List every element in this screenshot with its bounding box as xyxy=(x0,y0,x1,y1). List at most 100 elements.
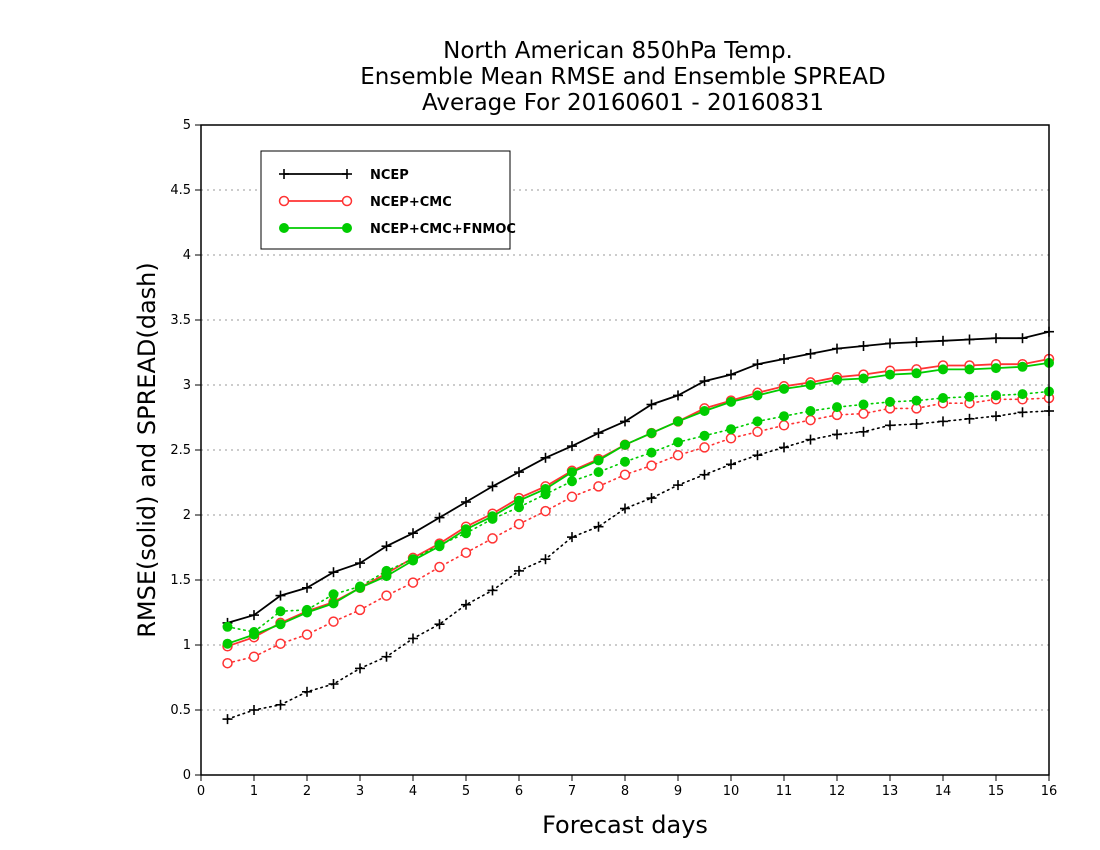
rmse-point xyxy=(646,399,657,410)
rmse-point xyxy=(434,541,445,552)
legend-marker xyxy=(341,195,353,207)
spread-point xyxy=(514,565,524,576)
x-tick-label: 13 xyxy=(882,784,899,799)
spread-point xyxy=(619,469,631,480)
rmse-point xyxy=(461,497,471,507)
rmse-point xyxy=(752,390,763,401)
spread-point xyxy=(911,419,922,429)
spread-line xyxy=(226,397,1050,665)
rmse-point xyxy=(328,598,339,609)
spread-point xyxy=(540,554,551,565)
x-tick-label: 14 xyxy=(935,784,952,799)
rmse-point xyxy=(540,484,551,494)
rmse-line xyxy=(227,330,1050,624)
spread-point xyxy=(593,481,604,492)
y-tick-label: 0.5 xyxy=(170,703,191,718)
rmse-point xyxy=(249,610,259,621)
title-line-3: Average For 20160601 - 20160831 xyxy=(422,90,824,116)
spread-point xyxy=(275,699,286,710)
legend-item-ncep-cmc: NCEP+CMC xyxy=(278,195,452,210)
rmse-point xyxy=(885,369,895,380)
rmse-point xyxy=(222,638,233,649)
rmse-point xyxy=(991,333,1001,344)
spread-point xyxy=(964,413,975,424)
rmse-point xyxy=(381,541,392,552)
legend-marker xyxy=(279,169,289,179)
spread-point xyxy=(566,491,578,503)
rmse-point xyxy=(991,363,1001,374)
rmse-point xyxy=(964,334,975,345)
rmse-point xyxy=(779,383,789,394)
spread-point xyxy=(354,604,366,616)
spread-point xyxy=(911,395,922,406)
spread-point xyxy=(222,714,233,725)
y-tick-label: 3.5 xyxy=(170,313,191,328)
rmse-point xyxy=(593,455,604,466)
spread-point xyxy=(778,420,790,431)
spread-point xyxy=(646,493,657,504)
rmse-point xyxy=(832,343,842,354)
x-tick-label: 15 xyxy=(988,784,1005,799)
spread-point xyxy=(752,416,763,427)
spread-point xyxy=(567,532,577,543)
x-tick-label: 8 xyxy=(621,784,629,799)
spread-point xyxy=(408,633,418,644)
spread-point xyxy=(752,450,763,461)
spread-point xyxy=(646,460,657,471)
rmse-point xyxy=(699,406,710,416)
x-tick-label: 6 xyxy=(515,784,523,799)
rmse-point xyxy=(805,348,816,359)
spread-point xyxy=(328,616,339,627)
spread-point xyxy=(620,456,630,467)
spread-point xyxy=(248,651,260,662)
spread-point xyxy=(885,420,895,431)
spread-point xyxy=(779,442,789,453)
x-tick-label: 3 xyxy=(356,784,364,799)
rmse-point xyxy=(858,341,869,351)
spread-point xyxy=(593,521,604,532)
rmse-point xyxy=(779,354,789,364)
y-tick-label: 4.5 xyxy=(170,183,191,198)
spread-point xyxy=(434,561,445,573)
rmse-point xyxy=(328,567,339,578)
rmse-point xyxy=(355,582,365,593)
spread-point xyxy=(699,430,710,441)
rmse-point xyxy=(832,374,842,385)
spread-point xyxy=(805,414,816,426)
legend-label: NCEP+CMC+FNMOC xyxy=(370,222,516,237)
spread-point xyxy=(938,416,948,427)
x-axis-label: Forecast days xyxy=(542,811,708,839)
rmse-point xyxy=(858,373,869,384)
spread-point xyxy=(460,547,472,558)
spread-point xyxy=(249,705,259,715)
spread-point xyxy=(540,505,551,517)
spread-point xyxy=(461,599,471,610)
legend: NCEP NCEP+CMC NCEP+CMC+FNMOC xyxy=(260,150,516,250)
rmse-point xyxy=(514,495,524,506)
series-layer xyxy=(222,326,1055,725)
x-tick-label: 4 xyxy=(409,784,417,799)
rmse-point xyxy=(487,481,498,492)
x-tick-label: 0 xyxy=(197,784,205,799)
legend-marker xyxy=(278,195,290,207)
rmse-point xyxy=(673,390,683,401)
spread-point xyxy=(805,406,816,416)
spread-point xyxy=(673,480,683,491)
y-tick-label: 5 xyxy=(183,118,191,133)
spread-point xyxy=(779,411,789,422)
x-tick-label: 16 xyxy=(1041,784,1058,799)
spread-point xyxy=(513,518,525,530)
rmse-point xyxy=(302,607,312,618)
rmse-point xyxy=(911,368,922,379)
rmse-point xyxy=(964,364,975,375)
y-tick-label: 1 xyxy=(183,638,191,653)
legend-marker xyxy=(342,223,352,233)
rmse-point xyxy=(646,428,657,439)
rmse-point xyxy=(275,619,286,630)
rmse-point xyxy=(938,335,948,346)
spread-point xyxy=(699,442,710,453)
rmse-point xyxy=(620,416,630,427)
spread-point xyxy=(885,396,895,407)
y-tick-label: 2.5 xyxy=(170,443,191,458)
